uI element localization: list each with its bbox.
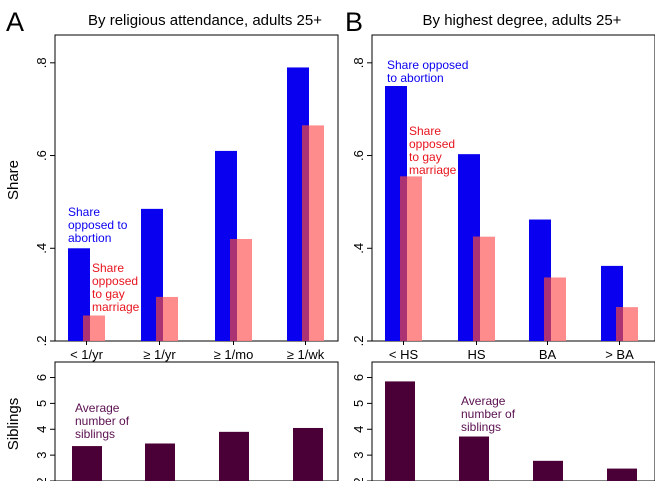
panel-b-top: .2 .4 .6 .8 < HS HS BA > BA [351,57,638,362]
y-axis-label-share: Share [5,160,22,200]
bar-siblings [607,468,637,481]
panel-a-top-frame [54,34,339,342]
y-tick-label: 2 [351,477,366,481]
panel-b-title: By highest degree, adults 25+ [423,12,622,29]
annotation-line: Share [409,124,441,138]
y-tick-label: .2 [351,336,366,347]
y-tick-label: .4 [351,243,366,254]
annotation-line: opposed to [68,218,128,232]
panel-letter-b: B [345,7,363,37]
x-tick-label: > BA [605,347,634,362]
y-tick-label: .6 [351,150,366,161]
y-tick-label: 4 [34,426,49,433]
annotation-line: to gay [409,150,442,164]
annotation-line: Share [68,205,100,219]
bar-siblings [533,460,563,481]
bar-overlap [83,315,90,341]
bar-siblings [219,431,249,481]
annotation-line: marriage [409,163,457,177]
x-tick-label: ≥ 1/mo [214,347,254,362]
y-axis-label-siblings: Siblings [5,398,22,451]
bar-siblings [385,381,415,481]
annotation-line: marriage [92,300,140,314]
bar-siblings [459,436,489,481]
panel-a-top: .2 .4 .6 .8 < 1/yr ≥ 1/yr ≥ 1/mo ≥ 1/wk [34,57,325,362]
bar-overlap [616,307,623,341]
annotation-line: siblings [461,420,501,434]
bar-overlap [230,239,237,341]
y-tick-label: 5 [34,400,49,407]
y-tick-label: 3 [351,452,366,459]
annotation-line: abortion [68,231,111,245]
annotation-b-abortion: Share opposed to abortion [387,58,468,85]
annotation-a-abortion: Share opposed to abortion [68,205,128,245]
y-tick-label: .2 [34,336,49,347]
annotation-b-gay-marriage: Share opposed to gay marriage [409,124,457,177]
annotation-line: number of [461,407,516,421]
y-tick-label: 6 [351,374,366,381]
annotation-b-siblings: Average number of siblings [461,394,516,434]
x-tick-label: < 1/yr [70,347,104,362]
bar-siblings [293,427,323,481]
x-tick-label: BA [539,347,557,362]
y-tick-label: .8 [351,57,366,68]
annotation-line: Average [75,401,120,415]
bar-overlap [544,277,551,341]
panel-letter-a: A [6,7,24,37]
x-tick-label: ≥ 1/yr [143,347,176,362]
annotation-line: opposed [409,137,455,151]
annotation-line: opposed [92,274,138,288]
y-tick-label: .8 [34,57,49,68]
annotation-a-siblings: Average number of siblings [75,401,130,441]
annotation-line: Share [92,261,124,275]
bar-siblings [145,443,175,481]
y-tick-label: .6 [34,150,49,161]
annotation-line: siblings [75,427,115,441]
panel-a-title: By religious attendance, adults 25+ [88,12,322,29]
annotation-line: to abortion [387,71,444,85]
y-tick-label: 6 [34,374,49,381]
x-tick-label: HS [467,347,485,362]
bar-siblings [72,446,102,481]
panel-b-bottom: 2 3 4 5 6 [351,374,637,485]
y-tick-label: 4 [351,426,366,433]
bar-overlap [400,176,407,341]
bar-overlap [473,236,480,341]
y-tick-label: 5 [351,400,366,407]
panel-b-top-frame [371,34,655,342]
bar-overlap [302,125,309,341]
annotation-line: to gay [92,287,125,301]
y-tick-label: .4 [34,243,49,254]
y-tick-label: 3 [34,452,49,459]
y-tick-label: 2 [34,477,49,481]
annotation-line: number of [75,414,130,428]
x-tick-label: < HS [389,347,419,362]
annotation-line: Average [461,394,506,408]
annotation-a-gay-marriage: Share opposed to gay marriage [92,261,140,314]
x-tick-label: ≥ 1/wk [287,347,325,362]
annotation-line: Share opposed [387,58,468,72]
bar-overlap [156,296,163,341]
